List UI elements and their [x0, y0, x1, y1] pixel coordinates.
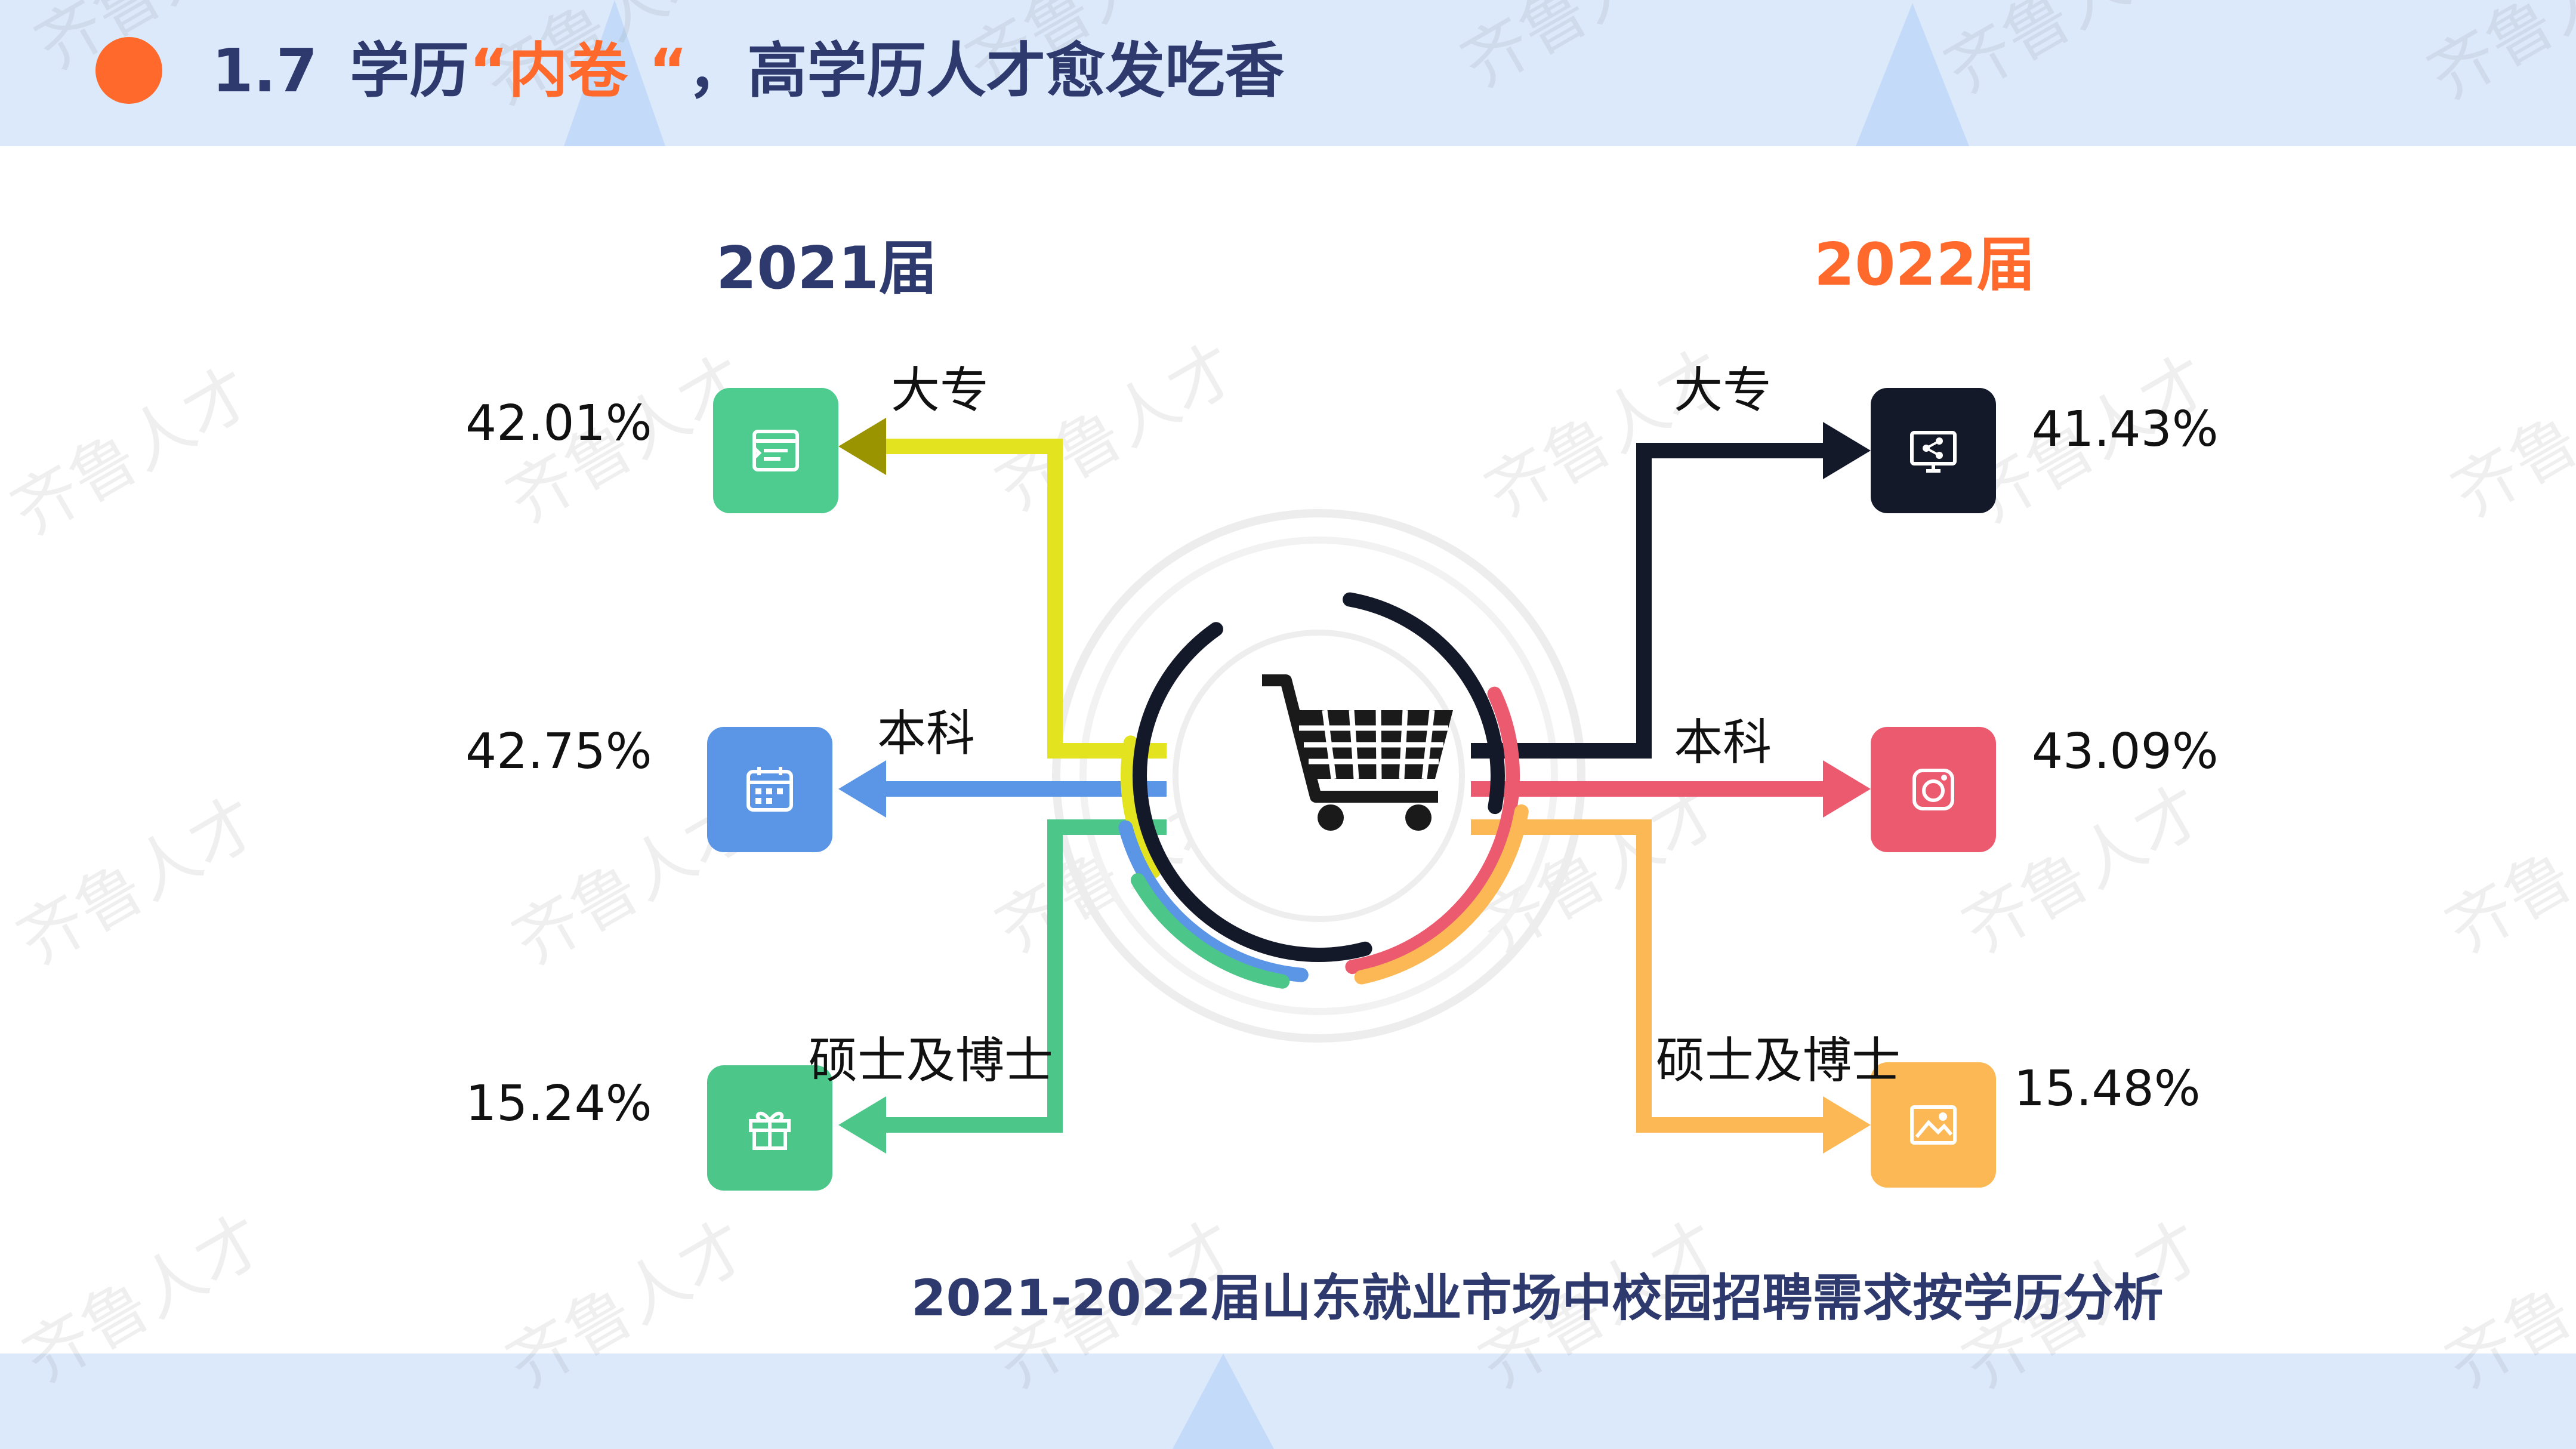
tile-2021-benke	[707, 727, 832, 852]
value-2021-dazhuan: 42.01%	[465, 395, 652, 452]
shopping-cart-icon	[1262, 674, 1453, 831]
label-2021-shuobo: 硕士及博士	[809, 1032, 1054, 1089]
section-number: 1.7	[212, 36, 318, 106]
title-suffix: ，高学历人才愈发吃香	[687, 36, 1285, 106]
arc-right-dazhuan	[1133, 622, 1372, 962]
arrowhead-right-dazhuan	[1823, 422, 1871, 479]
label-2022-dazhuan: 大专	[1674, 362, 1772, 419]
arc-right-shuobo	[1354, 804, 1529, 985]
year-heading-2021: 2021届	[716, 235, 937, 303]
calendar-icon	[746, 767, 793, 812]
arc-left-dazhuan	[1121, 735, 1161, 878]
arc-left-shuobo	[1130, 873, 1290, 989]
image-icon	[1910, 1105, 1957, 1145]
connector-right-shuobo	[1471, 819, 1826, 1133]
outer-ring	[1052, 509, 1585, 1043]
tile-2022-shuobo	[1871, 1062, 1996, 1188]
monitor-share-icon	[1910, 431, 1957, 473]
value-2022-shuobo: 15.48%	[2014, 1060, 2201, 1117]
document-list-icon	[752, 430, 799, 471]
tile-2022-dazhuan	[1871, 388, 1996, 513]
value-2021-shuobo: 15.24%	[465, 1075, 652, 1132]
value-2022-benke: 43.09%	[2032, 723, 2219, 780]
outer-ring-inner	[1079, 537, 1558, 1015]
arc-center-navy-right	[1343, 592, 1505, 815]
label-2021-dazhuan: 大专	[891, 362, 989, 419]
arrowhead-right-shuobo	[1823, 1096, 1871, 1154]
arrowhead-left-shuobo	[838, 1096, 886, 1154]
footer-caption: 2021-2022届山东就业市场中校园招聘需求按学历分析	[911, 1269, 2164, 1327]
title-prefix: 学历	[350, 36, 470, 106]
arrowhead-right-benke	[1823, 760, 1871, 818]
value-2022-dazhuan: 41.43%	[2032, 401, 2219, 458]
camera-icon	[1912, 769, 1954, 810]
connector-left-shuobo	[883, 819, 1167, 1133]
label-2022-benke: 本科	[1674, 714, 1772, 771]
tile-2022-benke	[1871, 727, 1996, 852]
label-2021-benke: 本科	[877, 705, 976, 762]
page-title: 1.7 学历“内卷 “，高学历人才愈发吃香	[212, 32, 1284, 110]
value-2021-benke: 42.75%	[465, 723, 652, 780]
footer-band	[0, 1354, 2576, 1449]
arrowhead-left-dazhuan	[838, 418, 886, 475]
arc-left-benke	[1118, 820, 1309, 982]
header-band	[0, 0, 2576, 146]
title-highlight: “内卷 “	[469, 36, 688, 106]
section-bullet-icon	[95, 37, 162, 104]
tile-2021-dazhuan	[713, 388, 838, 513]
connector-right-dazhuan	[1471, 443, 1826, 759]
arrowhead-left-benke	[838, 760, 886, 818]
gift-icon	[749, 1112, 791, 1150]
arc-right-benke	[1345, 686, 1520, 975]
label-2022-shuobo: 硕士及博士	[1656, 1032, 1901, 1089]
year-heading-2022: 2022届	[1814, 231, 2035, 299]
tile-2021-shuobo	[707, 1065, 832, 1191]
connector-left-dazhuan	[883, 439, 1167, 759]
